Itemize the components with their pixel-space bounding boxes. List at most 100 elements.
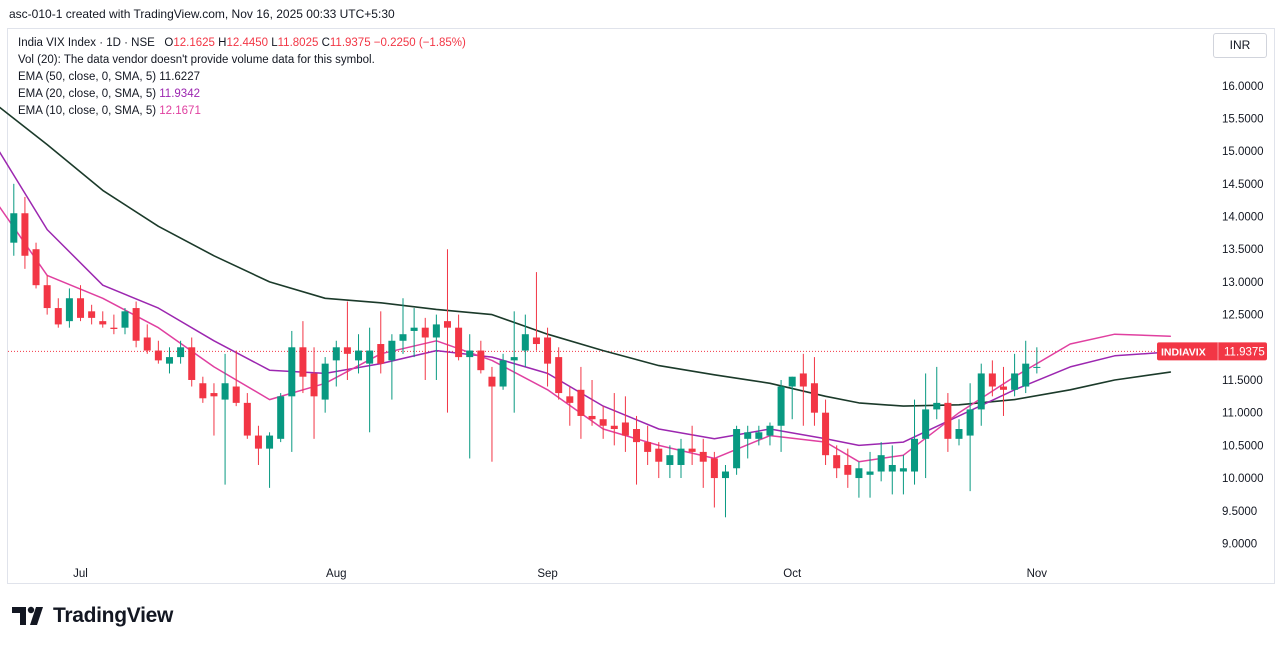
- candle-down: [577, 366, 585, 439]
- y-tick-label: 15.0000: [1222, 146, 1264, 158]
- candle-body: [810, 383, 818, 413]
- x-tick-label: Jul: [73, 568, 88, 580]
- candle-body: [633, 429, 641, 443]
- candle-up: [677, 438, 685, 479]
- candle-body: [165, 357, 173, 364]
- x-tick-label: Sep: [537, 568, 557, 580]
- candle-body: [777, 386, 785, 426]
- candle-body: [1011, 373, 1019, 390]
- candle-layer: [10, 183, 1041, 518]
- legend-ema10-value: 12.1671: [159, 105, 201, 117]
- candle-body: [933, 402, 941, 410]
- candle-body: [499, 360, 507, 387]
- candle-down: [799, 353, 807, 426]
- ema50-line: [0, 106, 1172, 407]
- candle-up: [65, 288, 73, 328]
- candle-body: [588, 415, 596, 420]
- legend-ema10-row[interactable]: EMA (10, close, 0, SMA, 5) 12.1671: [18, 103, 466, 120]
- candle-body: [599, 419, 607, 426]
- candle-down: [844, 448, 852, 488]
- candle-body: [644, 442, 652, 452]
- candle-down: [243, 393, 251, 439]
- candle-down: [488, 366, 496, 462]
- candle-body: [121, 311, 129, 328]
- last-price-tag: INDIAVIX 11.9375: [1157, 342, 1267, 361]
- candle-down: [310, 347, 318, 439]
- y-tick-label: 14.0000: [1222, 212, 1264, 224]
- legend-ema20-value: 11.9342: [159, 88, 200, 100]
- candle-down: [699, 438, 707, 488]
- candle-body: [555, 357, 563, 394]
- legend-ema50-row[interactable]: EMA (50, close, 0, SMA, 5) 11.6227: [18, 69, 466, 86]
- candle-up: [911, 399, 919, 485]
- y-tick-label: 16.0000: [1222, 81, 1264, 93]
- last-price-symbol: INDIAVIX: [1161, 346, 1206, 358]
- candle-body: [143, 337, 151, 351]
- chart-frame: [7, 28, 1275, 584]
- tradingview-brand[interactable]: TradingView: [12, 601, 173, 631]
- x-tick-label: Aug: [326, 568, 346, 580]
- candle-up: [777, 379, 785, 452]
- candle-body: [277, 396, 285, 439]
- candle-body: [688, 448, 696, 452]
- candle-down: [477, 340, 485, 374]
- candle-up: [332, 340, 340, 387]
- last-price-value: 11.9375: [1224, 346, 1265, 358]
- candle-down: [810, 357, 818, 426]
- candle-body: [421, 327, 429, 338]
- candle-up: [766, 422, 774, 446]
- y-tick-label: 11.5000: [1222, 375, 1263, 387]
- candle-body: [699, 451, 707, 462]
- candle-body: [744, 432, 752, 439]
- candle-body: [844, 464, 852, 475]
- candle-body: [822, 412, 830, 456]
- candle-body: [577, 389, 585, 416]
- legend-volume-row[interactable]: Vol (20): The data vendor doesn't provid…: [18, 52, 466, 69]
- candle-body: [199, 383, 207, 399]
- tradingview-logo-icon: [12, 606, 43, 625]
- candle-down: [99, 311, 107, 328]
- candle-up: [266, 432, 274, 488]
- candle-down: [988, 360, 996, 397]
- candle-body: [966, 409, 974, 436]
- candle-down: [944, 393, 952, 452]
- y-tick-label: 10.5000: [1222, 440, 1264, 452]
- candle-body: [65, 298, 73, 322]
- candle-body: [721, 471, 729, 479]
- candle-body: [866, 471, 874, 475]
- legend-symbol: India VIX Index · 1D · NSE: [18, 37, 155, 49]
- candle-up: [321, 357, 329, 413]
- candle-body: [855, 468, 863, 479]
- legend-low-value: 11.8025: [277, 37, 319, 49]
- candle-body: [355, 350, 363, 361]
- legend-open-value: 12.1625: [173, 37, 215, 49]
- tradingview-brand-text: TradingView: [53, 604, 174, 627]
- candle-body: [21, 213, 29, 256]
- candle-down: [688, 425, 696, 465]
- candle-down: [21, 196, 29, 269]
- y-tick-label: 14.5000: [1222, 179, 1264, 191]
- candle-down: [822, 399, 830, 465]
- legend-symbol-row[interactable]: India VIX Index · 1D · NSE O12.1625 H12.…: [18, 35, 466, 52]
- candle-up: [499, 353, 507, 390]
- currency-selector[interactable]: INR: [1213, 33, 1267, 58]
- candle-down: [254, 425, 262, 465]
- candle-up: [466, 334, 474, 459]
- ema-layer: [0, 106, 1172, 463]
- candle-body: [677, 448, 685, 465]
- candle-up: [888, 445, 896, 495]
- y-tick-label: 10.0000: [1222, 473, 1264, 485]
- candle-body: [54, 308, 62, 325]
- candle-body: [232, 386, 240, 403]
- candle-down: [710, 451, 718, 508]
- candle-body: [488, 376, 496, 387]
- legend-high-value: 12.4450: [226, 37, 269, 49]
- candle-down: [199, 376, 207, 403]
- legend-change-value: −0.2250 (−1.85%): [373, 37, 466, 49]
- candle-down: [421, 317, 429, 380]
- candle-body: [466, 350, 474, 358]
- candle-body: [944, 402, 952, 439]
- candle-body: [477, 350, 485, 371]
- legend-ema20-row[interactable]: EMA (20, close, 0, SMA, 5) 11.9342: [18, 86, 466, 103]
